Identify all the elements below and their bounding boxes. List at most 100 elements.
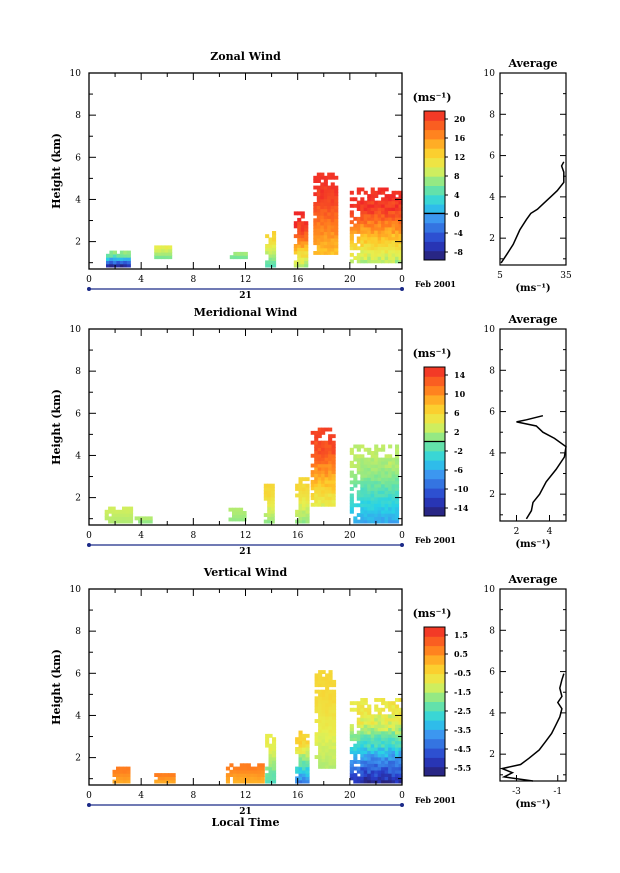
data-cell	[356, 207, 361, 211]
data-cell	[240, 251, 245, 256]
data-cell	[228, 517, 233, 522]
data-cell	[370, 464, 375, 468]
data-cell	[265, 250, 270, 255]
data-cell	[370, 487, 375, 491]
data-cell	[316, 218, 321, 223]
data-cell	[332, 689, 337, 694]
data-cell	[384, 730, 389, 735]
data-cell	[353, 480, 358, 485]
data-cell	[313, 179, 318, 183]
data-cell	[243, 251, 248, 256]
data-cell	[314, 496, 319, 501]
y-tick-label: 4	[75, 451, 81, 461]
data-cell	[328, 670, 333, 674]
data-cell	[384, 210, 389, 215]
data-cell	[360, 197, 365, 202]
data-cell	[356, 490, 361, 495]
data-cell	[391, 256, 396, 260]
data-cell	[381, 213, 386, 218]
data-cell	[374, 509, 379, 514]
data-cell	[360, 249, 365, 254]
data-cell	[374, 747, 379, 751]
data-cell	[391, 207, 396, 211]
data-cell	[334, 228, 339, 232]
data-cell	[356, 704, 361, 709]
data-cell	[302, 477, 307, 482]
data-cell	[232, 766, 237, 771]
data-cell	[272, 231, 277, 235]
data-cell	[349, 737, 354, 742]
data-cell	[321, 742, 326, 746]
data-cell	[305, 503, 310, 508]
data-cell	[367, 720, 372, 725]
data-cell	[317, 463, 322, 468]
y-tick-label: 4	[75, 195, 81, 205]
data-cell	[398, 779, 403, 784]
data-cell	[349, 509, 354, 514]
data-cell	[360, 444, 365, 449]
date-label: Feb 2001	[415, 795, 456, 805]
data-cell	[305, 750, 310, 755]
data-cell	[363, 230, 368, 234]
data-cell	[395, 519, 400, 524]
data-cell	[320, 224, 325, 229]
data-cell	[318, 676, 323, 681]
data-cell	[332, 748, 337, 753]
average-y-tick-label: 10	[484, 325, 496, 335]
data-cell	[356, 203, 361, 208]
data-cell	[395, 236, 400, 241]
data-cell	[349, 226, 354, 231]
data-cell	[330, 198, 335, 203]
data-cell	[263, 493, 268, 498]
data-cell	[161, 248, 166, 253]
data-cell	[321, 502, 326, 507]
data-cell	[328, 496, 333, 501]
data-cell	[328, 673, 333, 678]
data-cell	[363, 737, 368, 742]
data-cell	[384, 714, 389, 719]
data-cell	[356, 766, 361, 771]
colorbar-segment	[424, 176, 445, 186]
data-cell	[106, 263, 111, 268]
data-cell	[384, 467, 389, 472]
data-cell	[331, 447, 336, 452]
data-cell	[367, 200, 372, 205]
data-cell	[265, 263, 270, 268]
data-cell	[363, 226, 368, 231]
data-cell	[320, 251, 325, 255]
data-cell	[374, 756, 379, 761]
data-cell	[349, 766, 354, 771]
data-cell	[353, 766, 358, 771]
data-cell	[316, 237, 321, 242]
colorbar-segment	[424, 385, 445, 396]
average-x-label: (ms⁻¹)	[515, 799, 550, 810]
data-cell	[349, 473, 354, 478]
data-cell	[360, 766, 365, 771]
data-cell	[395, 750, 400, 755]
data-cell	[381, 220, 386, 225]
data-cell	[295, 747, 300, 751]
data-cell	[381, 457, 386, 462]
data-cell	[381, 233, 386, 238]
data-cell	[360, 223, 365, 228]
data-cell	[321, 745, 326, 750]
colorbar-segment	[424, 738, 445, 749]
data-cell	[370, 720, 375, 725]
data-cell	[381, 444, 386, 449]
data-cell	[377, 773, 382, 777]
data-cell	[381, 707, 386, 712]
data-cell	[395, 733, 400, 738]
data-cell	[327, 234, 332, 239]
data-cell	[374, 246, 379, 251]
data-cell	[265, 244, 270, 248]
data-cell	[268, 747, 273, 751]
data-cell	[370, 187, 375, 192]
data-cell	[381, 701, 386, 706]
data-cell	[384, 519, 389, 524]
data-cell	[370, 226, 375, 231]
data-cell	[327, 175, 332, 180]
data-cell	[328, 440, 333, 445]
data-cell	[377, 776, 382, 781]
data-cell	[270, 490, 275, 495]
data-cell	[377, 509, 382, 514]
